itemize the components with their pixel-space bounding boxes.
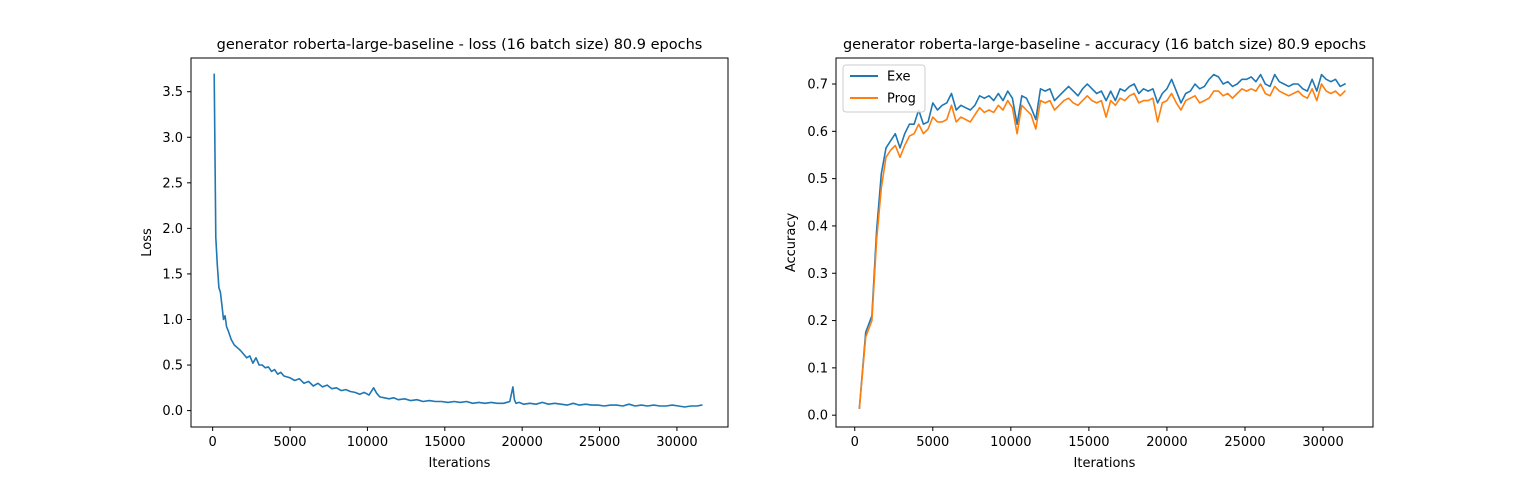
accuracy-plot-frame: [835, 57, 1374, 428]
loss-plot-area: [213, 73, 703, 408]
series-line-prog: [858, 83, 1347, 409]
accuracy-x-tick-label: 5000: [916, 435, 949, 450]
accuracy-y-tick-label: 0.3: [807, 267, 828, 282]
loss-x-tick-label: 25000: [579, 435, 620, 450]
legend-prog-label: Prog: [887, 92, 916, 107]
loss-x-tick-label: 0: [209, 435, 217, 450]
loss-plot-frame: [190, 57, 729, 428]
series-line-loss-0: [213, 73, 703, 408]
accuracy-x-tick-label: 0: [851, 435, 859, 450]
loss-x-axis-label: Iterations: [429, 456, 491, 471]
accuracy-y-tick-label: 0.2: [807, 314, 828, 329]
legend-exe-label: Exe: [887, 70, 911, 85]
loss-x-tick-label: 5000: [273, 435, 306, 450]
accuracy-y-tick-label: 0.4: [807, 219, 828, 234]
loss-y-tick-label: 2.0: [162, 222, 183, 237]
loss-y-axis-label: Loss: [140, 228, 155, 257]
accuracy-y-tick-label: 0.0: [807, 409, 828, 424]
loss-y-axis: 0.0 0.5 1.0 1.5 2.0 2.5 3.0 3.5: [162, 85, 191, 419]
accuracy-y-tick-label: 0.6: [807, 125, 828, 140]
loss-y-tick-label: 2.5: [162, 176, 183, 191]
loss-panel: generator roberta-large-baseline - loss …: [140, 37, 729, 471]
accuracy-x-tick-label: 30000: [1302, 435, 1343, 450]
accuracy-x-tick-label: 20000: [1146, 435, 1187, 450]
loss-x-tick-label: 30000: [656, 435, 697, 450]
accuracy-x-axis-label: Iterations: [1074, 456, 1136, 471]
accuracy-y-tick-label: 0.5: [807, 172, 828, 187]
loss-x-tick-label: 10000: [347, 435, 388, 450]
accuracy-chart-title: generator roberta-large-baseline - accur…: [843, 37, 1366, 53]
accuracy-legend: Exe Prog: [842, 64, 926, 113]
accuracy-y-tick-label: 0.7: [807, 78, 828, 93]
accuracy-x-tick-label: 25000: [1224, 435, 1265, 450]
loss-x-axis: 0 5000 10000 15000 20000 25000 30000: [209, 427, 698, 450]
accuracy-x-axis: 0 5000 10000 15000 20000 25000 30000: [851, 427, 1344, 450]
loss-y-tick-label: 0.5: [162, 359, 183, 374]
loss-chart-title: generator roberta-large-baseline - loss …: [217, 37, 703, 53]
loss-y-tick-label: 3.5: [162, 85, 183, 100]
loss-y-tick-label: 0.0: [162, 404, 183, 419]
accuracy-x-tick-label: 15000: [1068, 435, 1109, 450]
loss-y-tick-label: 3.0: [162, 131, 183, 146]
loss-y-tick-label: 1.5: [162, 267, 183, 282]
accuracy-y-axis: 0.0 0.1 0.2 0.3 0.4 0.5 0.6 0.7: [807, 78, 836, 424]
loss-x-tick-label: 20000: [501, 435, 542, 450]
loss-y-tick-label: 1.0: [162, 313, 183, 328]
loss-x-tick-label: 15000: [424, 435, 465, 450]
accuracy-x-tick-label: 10000: [990, 435, 1031, 450]
accuracy-y-tick-label: 0.1: [807, 361, 828, 376]
series-line-exe: [858, 73, 1346, 409]
accuracy-y-axis-label: Accuracy: [784, 213, 799, 273]
accuracy-panel: generator roberta-large-baseline - accur…: [784, 37, 1374, 471]
accuracy-plot-area: [858, 73, 1347, 409]
